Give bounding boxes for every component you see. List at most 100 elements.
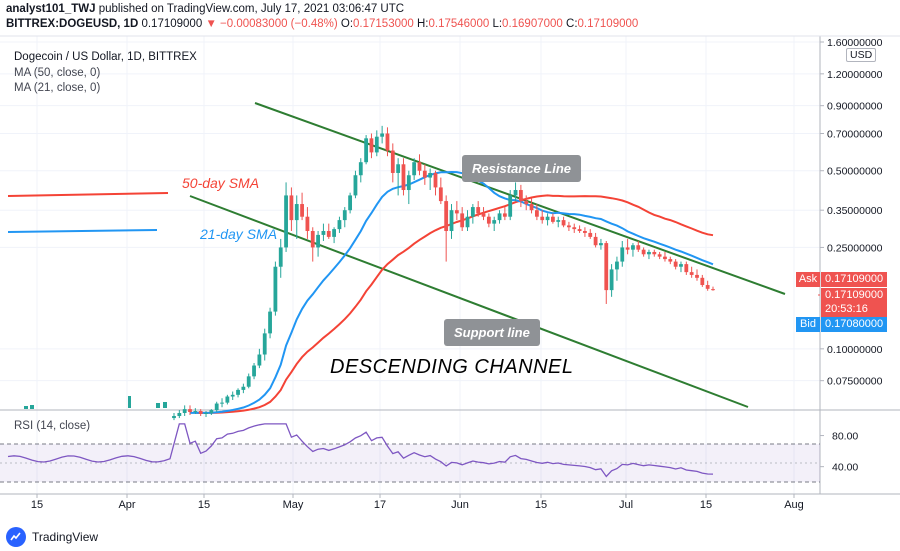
candle — [663, 251, 667, 262]
candle — [273, 261, 278, 316]
price-tick-8: 0.07500000 — [827, 376, 883, 388]
candle — [454, 201, 459, 221]
candle — [561, 216, 566, 228]
time-tick-5: Jun — [451, 499, 469, 511]
candle — [268, 307, 272, 339]
ohlc-header: BITTREX:DOGEUSD, 1D 0.17109000 ▼ −0.0008… — [6, 18, 638, 30]
published-text: published on TradingView.com, July 17, 2… — [98, 3, 405, 15]
candle — [588, 229, 593, 239]
legend-ma50[interactable]: MA (50, close, 0) — [14, 66, 101, 79]
candle — [390, 143, 395, 183]
candle — [689, 266, 694, 278]
candle — [396, 158, 401, 196]
candle — [412, 158, 417, 180]
time-tick-6: 15 — [535, 499, 547, 511]
tradingview-brand[interactable]: TradingView — [6, 527, 98, 547]
candle — [289, 187, 294, 232]
candle — [524, 195, 529, 211]
l-label: L: — [492, 18, 503, 30]
low-value: 0.16907000 — [502, 18, 563, 30]
legend-title: Dogecoin / US Dollar, 1D, BITTREX — [14, 51, 197, 63]
candle — [636, 240, 641, 252]
time-tick-4: 17 — [374, 499, 386, 511]
candle — [652, 249, 657, 257]
author[interactable]: analyst101_TWJ — [6, 3, 96, 15]
resistance-callout: Resistance Line — [462, 155, 581, 182]
candle — [647, 249, 651, 260]
currency-tag[interactable]: USD — [846, 48, 877, 62]
candle — [625, 238, 630, 255]
candle — [470, 204, 475, 224]
candle — [364, 135, 369, 165]
candle — [262, 328, 267, 361]
candle — [556, 216, 561, 228]
rsi-axis-ticks: 80.00 40.00 — [820, 431, 858, 474]
rsi-tick-1: 40.00 — [832, 462, 858, 474]
candle — [497, 210, 502, 224]
candle — [428, 168, 433, 191]
candle — [449, 204, 454, 239]
candle — [695, 269, 699, 281]
candle — [209, 409, 214, 415]
candle — [540, 210, 545, 224]
rsi-legend[interactable]: RSI (14, close) — [14, 420, 91, 432]
candle — [214, 401, 219, 413]
candle — [641, 247, 646, 257]
candle — [348, 192, 353, 214]
bid-price: 0.17080000 — [821, 317, 887, 332]
candle — [609, 264, 614, 297]
candle — [465, 210, 470, 232]
price-tick-4: 0.50000000 — [827, 166, 883, 178]
candle — [385, 127, 390, 157]
candle — [182, 405, 187, 417]
brand-name: TradingView — [32, 530, 99, 544]
candle — [422, 164, 427, 185]
candle — [316, 231, 320, 257]
candle — [577, 225, 582, 233]
candle — [545, 213, 550, 226]
candle — [615, 256, 619, 281]
legend-ma21[interactable]: MA (21, close, 0) — [14, 82, 101, 94]
candle — [513, 182, 518, 202]
time-tick-0: 15 — [31, 499, 43, 511]
candle — [486, 213, 491, 228]
price-tick-0: 1.60000000 — [827, 37, 883, 49]
moving-averages — [7, 170, 714, 414]
candle — [684, 261, 689, 275]
candle — [705, 280, 710, 291]
ma21-left-segment — [7, 229, 158, 233]
candle — [246, 373, 251, 389]
candle — [193, 408, 198, 414]
candle — [711, 286, 715, 291]
candle — [252, 362, 256, 380]
candle — [294, 195, 299, 239]
price-axis-ticks: 1.60000000 1.20000000 0.90000000 0.70000000… — [820, 37, 883, 388]
candle — [593, 232, 598, 248]
rsi-band — [0, 443, 820, 483]
candle — [241, 383, 246, 394]
early-candles — [24, 396, 167, 409]
sma50-label: 50-day SMA — [182, 175, 260, 191]
candle — [380, 125, 385, 144]
o-label: O: — [340, 18, 354, 30]
candle — [401, 158, 406, 196]
ma50-left-segment — [7, 192, 169, 197]
candle — [620, 240, 625, 267]
candle — [358, 158, 363, 183]
candle — [502, 207, 507, 221]
candle — [406, 170, 411, 205]
candle — [321, 223, 326, 241]
candle — [284, 182, 288, 252]
price-tick-7: 0.10000000 — [827, 344, 883, 356]
open-value: 0.17153000 — [353, 18, 414, 30]
last-price: 0.17109000 — [141, 18, 203, 30]
candle — [444, 195, 449, 262]
candle — [518, 184, 523, 208]
rsi-tick-0: 80.00 — [832, 431, 858, 443]
candle — [177, 410, 182, 419]
candle — [583, 227, 587, 237]
chart-legend: Dogecoin / US Dollar, 1D, BITTREX MA (50… — [14, 50, 197, 97]
candle — [236, 388, 240, 398]
candle — [700, 274, 705, 287]
